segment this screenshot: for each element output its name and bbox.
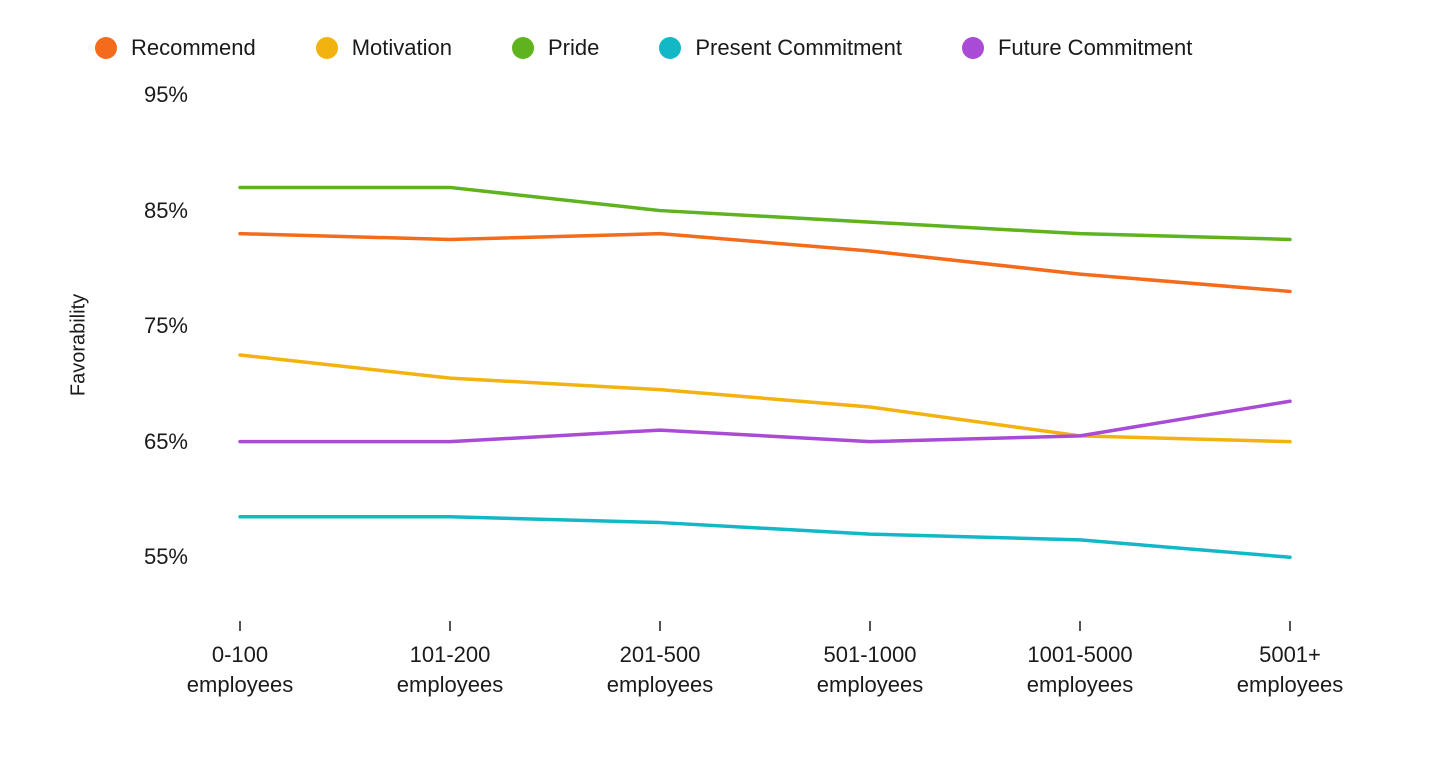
legend-item-present-commitment: Present Commitment [659, 35, 902, 61]
legend-item-recommend: Recommend [95, 35, 256, 61]
x-tick-label: 201-500employees [570, 640, 750, 699]
y-tick-label: 65% [128, 429, 188, 455]
legend-item-motivation: Motivation [316, 35, 452, 61]
y-tick-label: 95% [128, 82, 188, 108]
x-tick-label: 101-200employees [360, 640, 540, 699]
legend-label: Present Commitment [695, 35, 902, 61]
x-tick-label: 0-100employees [150, 640, 330, 699]
y-axis-title: Favorability [68, 294, 91, 396]
plot-area [200, 95, 1330, 615]
legend-dot-icon [316, 37, 338, 59]
chart-svg [200, 95, 1330, 615]
legend-item-pride: Pride [512, 35, 599, 61]
legend-dot-icon [962, 37, 984, 59]
series-line-pride [240, 187, 1290, 239]
legend-label: Motivation [352, 35, 452, 61]
legend-dot-icon [512, 37, 534, 59]
legend-label: Recommend [131, 35, 256, 61]
legend-label: Future Commitment [998, 35, 1192, 61]
y-tick-label: 85% [128, 198, 188, 224]
y-tick-label: 55% [128, 544, 188, 570]
series-line-present-commitment [240, 517, 1290, 557]
chart-legend: Recommend Motivation Pride Present Commitme… [95, 35, 1192, 61]
legend-item-future-commitment: Future Commitment [962, 35, 1192, 61]
x-tick-label: 501-1000employees [780, 640, 960, 699]
legend-label: Pride [548, 35, 599, 61]
legend-dot-icon [95, 37, 117, 59]
series-line-recommend [240, 234, 1290, 292]
x-tick-label: 5001+employees [1200, 640, 1380, 699]
y-tick-label: 75% [128, 313, 188, 339]
x-tick-label: 1001-5000employees [990, 640, 1170, 699]
legend-dot-icon [659, 37, 681, 59]
favorability-line-chart: Recommend Motivation Pride Present Commitme… [0, 0, 1440, 768]
